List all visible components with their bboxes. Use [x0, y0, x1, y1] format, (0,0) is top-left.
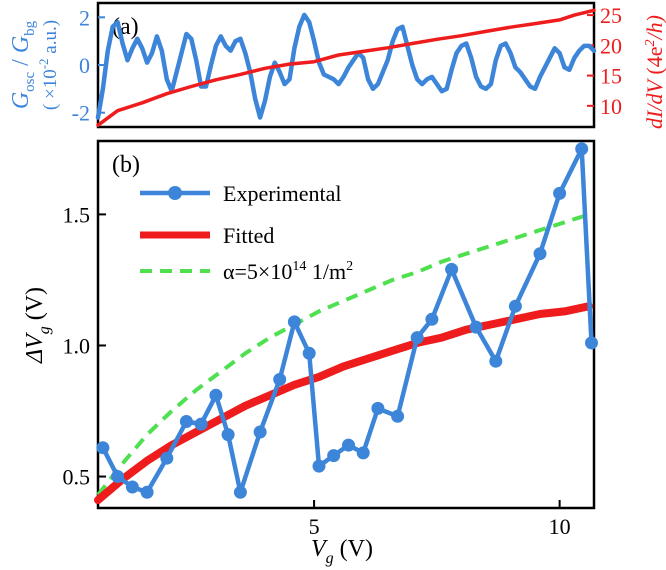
right-axis-exp: 2 — [643, 39, 658, 46]
experimental-point — [194, 417, 208, 431]
panel-a-label: (a) — [112, 14, 139, 40]
didv-line — [96, 8, 596, 127]
alpha-exp: 14 — [292, 259, 306, 274]
experimental-point — [253, 425, 267, 439]
x-tick-label: 5 — [309, 514, 320, 539]
left-axis-sub-osc: osc — [22, 71, 38, 91]
legend-label-fitted: Fitted — [223, 223, 274, 248]
y-axis-sub: g — [36, 326, 53, 334]
y-tick-label: 0.5 — [63, 465, 91, 490]
experimental-point — [575, 142, 589, 156]
panel-b-yticks: 0.5 1.0 1.5 — [63, 202, 106, 490]
y-tick-label: 1.5 — [63, 202, 91, 227]
alpha-unit-exp: 2 — [346, 259, 353, 274]
experimental-point — [160, 451, 174, 465]
panel-b-xticks: 5 10 — [309, 500, 571, 539]
experimental-point — [140, 485, 154, 499]
panel-a-left-axis-units: ( ×10-2 a.u.) — [36, 20, 61, 110]
panel-b: (b) 5 10 0.5 1.0 1.5 Experimental Fitted α=… — [22, 139, 598, 567]
right-tick-label: 15 — [600, 64, 622, 89]
panel-a-frame — [96, 1, 596, 129]
left-axis-sub-bg: bg — [22, 20, 38, 36]
left-units-exp: -2 — [36, 58, 51, 69]
experimental-point — [327, 449, 341, 463]
left-units-tail: a.u.) — [40, 20, 61, 59]
right-axis-didv: dI/dV — [642, 78, 666, 129]
fitted-line — [94, 302, 594, 505]
x-tick-label: 10 — [549, 514, 571, 539]
right-axis-open: (4e — [642, 46, 666, 80]
alpha-unit: 1/m — [306, 259, 346, 284]
experimental-point — [287, 315, 301, 329]
left-axis-g-osc: G — [8, 92, 34, 109]
experimental-point — [391, 409, 405, 423]
left-tick-label: 2 — [79, 5, 90, 30]
left-axis-slash: / — [8, 53, 34, 72]
y-axis-dv: ΔV — [22, 332, 48, 364]
experimental-point — [302, 346, 316, 360]
legend-label-alpha: α=5×1014 1/m2 — [223, 259, 353, 284]
experimental-point — [425, 312, 439, 326]
experimental-point — [209, 388, 223, 402]
experimental-point — [125, 480, 139, 494]
experimental-point — [356, 446, 370, 460]
alpha-dashed-line — [96, 212, 590, 497]
left-units-base: ( ×10 — [40, 69, 61, 110]
oscillation-line — [95, 12, 597, 120]
x-axis-v: V — [311, 536, 328, 562]
experimental-point — [533, 247, 547, 261]
experimental-point — [585, 336, 598, 350]
experimental-point — [111, 470, 125, 483]
panel-a-left-axis-label: Gosc / Gbg — [8, 20, 38, 109]
right-tick-label: 25 — [600, 3, 622, 28]
panel-b-label: (b) — [112, 152, 140, 178]
experimental-point — [371, 401, 385, 415]
left-axis-g-bg: G — [8, 36, 34, 53]
left-tick-label: -2 — [72, 101, 90, 126]
experimental-point — [179, 415, 193, 428]
panel-a-right-axis-label: dI/dV (4e2/h) — [642, 15, 666, 129]
experimental-point — [221, 428, 235, 442]
right-axis-close: /h) — [642, 15, 666, 41]
experimental-point — [445, 262, 459, 276]
experimental-point — [469, 320, 483, 334]
panel-b-series — [94, 142, 598, 505]
x-axis-sub: g — [326, 550, 334, 567]
experimental-point — [342, 438, 355, 452]
x-axis-units: (V) — [334, 536, 373, 562]
legend-label-experimental: Experimental — [223, 181, 342, 206]
y-axis-units: (V) — [22, 287, 48, 326]
panel-a-right-ticks: 10 15 20 25 — [587, 3, 622, 119]
experimental-point — [312, 459, 326, 473]
panel-a-left-ticks: -2 0 2 — [72, 5, 105, 126]
legend-marker-experimental — [168, 186, 182, 200]
y-axis-label: ΔVg (V) — [22, 287, 53, 364]
experimental-point — [508, 299, 522, 313]
y-tick-label: 1.0 — [63, 333, 91, 358]
experimental-point — [489, 354, 503, 368]
experimental-line — [100, 146, 594, 495]
right-tick-label: 20 — [600, 33, 622, 58]
panel-a-series — [95, 8, 597, 127]
experimental-point — [96, 441, 110, 455]
right-tick-label: 10 — [600, 94, 622, 119]
alpha-base: α=5×10 — [223, 259, 292, 284]
left-tick-label: 0 — [79, 53, 90, 78]
x-axis-label: Vg (V) — [311, 536, 373, 567]
legend: Experimental Fitted α=5×1014 1/m2 — [140, 181, 353, 284]
experimental-point — [233, 485, 247, 499]
experimental-point — [273, 373, 287, 386]
panel-b-frame — [96, 139, 596, 510]
experimental-point — [553, 186, 567, 200]
experimental-point — [410, 331, 424, 345]
